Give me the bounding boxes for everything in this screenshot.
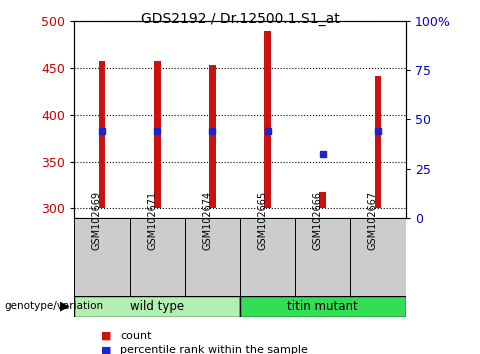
Bar	[185, 218, 240, 296]
Text: GSM102667: GSM102667	[368, 190, 378, 250]
Bar	[74, 218, 130, 296]
Text: percentile rank within the sample: percentile rank within the sample	[120, 345, 308, 354]
Bar	[375, 75, 381, 209]
Bar	[240, 218, 295, 296]
Text: GSM102669: GSM102669	[92, 190, 102, 250]
Bar	[130, 218, 185, 296]
Text: GSM102665: GSM102665	[258, 190, 267, 250]
Text: ■: ■	[101, 331, 111, 341]
Text: ■: ■	[101, 345, 111, 354]
Text: titin mutant: titin mutant	[288, 300, 358, 313]
Text: GSM102666: GSM102666	[313, 190, 323, 250]
Bar	[350, 218, 406, 296]
Bar	[320, 192, 326, 209]
Bar	[99, 62, 105, 209]
Bar	[264, 30, 271, 209]
Text: GSM102671: GSM102671	[147, 190, 157, 250]
Bar	[295, 218, 350, 296]
Text: GSM102674: GSM102674	[203, 190, 212, 250]
Bar	[240, 296, 406, 317]
Bar	[154, 61, 160, 209]
Text: GDS2192 / Dr.12500.1.S1_at: GDS2192 / Dr.12500.1.S1_at	[141, 12, 339, 27]
Bar	[74, 296, 240, 317]
Text: genotype/variation: genotype/variation	[5, 301, 104, 311]
Text: count: count	[120, 331, 152, 341]
Bar	[209, 65, 216, 209]
Text: ▶: ▶	[60, 300, 70, 313]
Text: wild type: wild type	[130, 300, 184, 313]
